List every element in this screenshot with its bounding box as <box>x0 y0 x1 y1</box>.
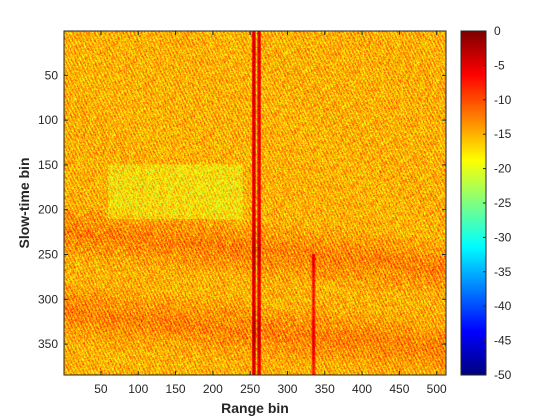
y-tick-label: 100 <box>38 113 58 127</box>
colorbar-tick-label: -5 <box>494 58 505 72</box>
y-tick-label: 50 <box>45 68 59 82</box>
y-tick-label: 150 <box>38 158 58 172</box>
colorbar-tick-label: -20 <box>494 162 512 176</box>
y-tick-label: 250 <box>38 248 58 262</box>
x-tick-label: 250 <box>240 382 260 396</box>
colorbar-tick-label: -40 <box>494 299 512 313</box>
colorbar-tick-label: -30 <box>494 230 512 244</box>
x-axis-ticks: 50 100 150 200 250 300 350 400 450 500 <box>94 31 447 396</box>
x-tick-label: 150 <box>166 382 186 396</box>
colorbar-gradient <box>461 31 486 375</box>
colorbar-ticks: 0 -5 -10 -15 -20 -25 -30 -35 -40 -45 -50 <box>483 24 512 382</box>
x-tick-label: 50 <box>94 382 108 396</box>
colorbar-tick-label: -15 <box>494 127 512 141</box>
colorbar-tick-label: -10 <box>494 93 512 107</box>
colorbar-tick-label: -25 <box>494 196 512 210</box>
heatmap-plot: 50 100 150 200 250 300 350 400 450 500 50 100 150 20… <box>16 30 447 416</box>
x-tick-label: 450 <box>389 382 409 396</box>
colorbar-tick-label: -35 <box>494 265 512 279</box>
x-tick-label: 400 <box>352 382 372 396</box>
y-axis-title: Slow-time bin <box>16 158 32 249</box>
heatmap-image <box>64 31 446 375</box>
x-tick-label: 350 <box>315 382 335 396</box>
colorbar: 0 -5 -10 -15 -20 -25 -30 -35 -40 -45 -50 <box>460 24 512 382</box>
y-tick-label: 300 <box>38 292 58 306</box>
y-tick-label: 200 <box>38 203 58 217</box>
x-tick-label: 200 <box>203 382 223 396</box>
x-axis-title: Range bin <box>221 400 289 416</box>
x-tick-label: 500 <box>427 382 447 396</box>
colorbar-tick-label: -45 <box>494 334 512 348</box>
y-axis-ticks: 50 100 150 200 250 300 350 <box>38 68 446 351</box>
y-tick-label: 350 <box>38 337 58 351</box>
colorbar-tick-label: -50 <box>494 368 512 382</box>
plot-frame <box>63 30 447 376</box>
colorbar-tick-label: 0 <box>494 24 501 38</box>
x-tick-label: 100 <box>128 382 148 396</box>
x-tick-label: 300 <box>277 382 297 396</box>
